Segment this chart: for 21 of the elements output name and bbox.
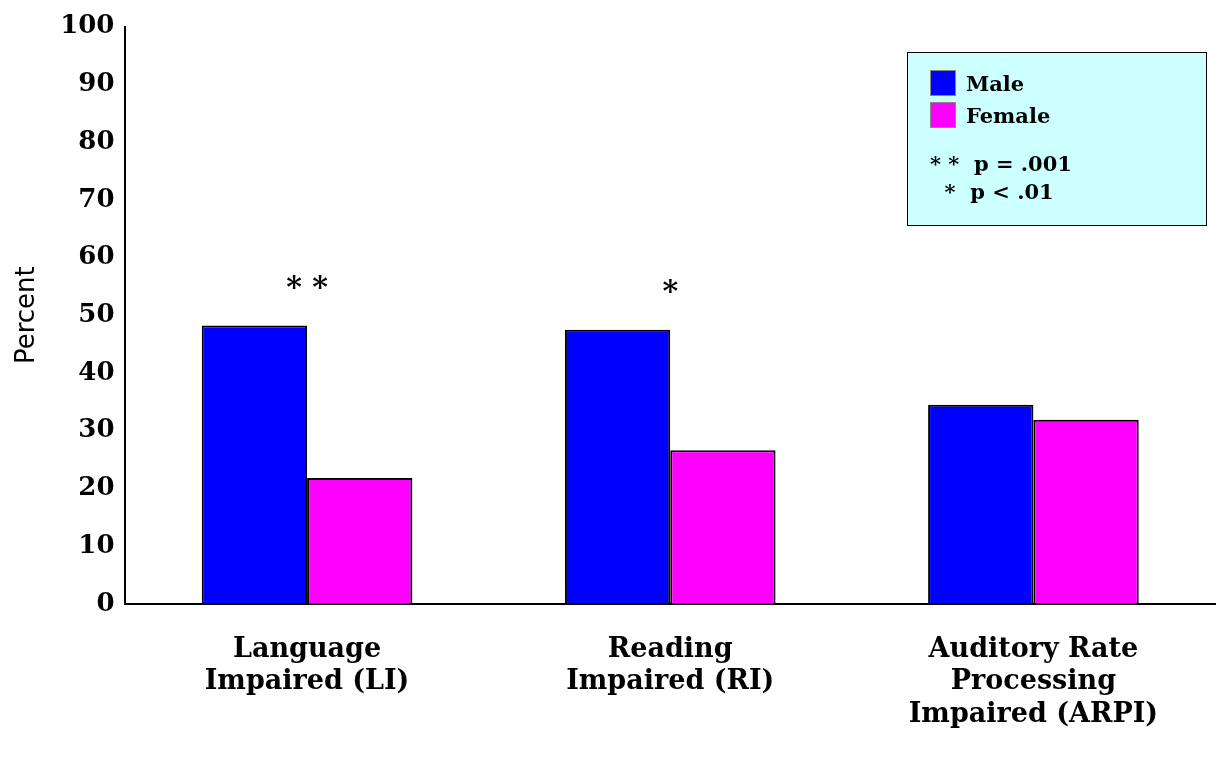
annotation: * xyxy=(662,273,679,309)
y-tick-label: 70 xyxy=(78,182,115,213)
y-tick-label: 0 xyxy=(96,586,115,617)
y-tick-label: 10 xyxy=(78,528,115,559)
y-tick-label: 60 xyxy=(78,240,115,271)
x-tick-label: Reading Impaired (RI) xyxy=(566,632,775,696)
annotation: * * p = .001 xyxy=(930,151,1073,178)
y-tick-label: 90 xyxy=(78,67,115,98)
y-tick-label: 30 xyxy=(78,413,115,444)
x-tick-label: Language Impaired (LI) xyxy=(204,632,410,696)
y-tick-label: 50 xyxy=(78,297,115,328)
annotation: * p < .01 xyxy=(943,179,1055,206)
y-axis-title: Percent xyxy=(10,266,41,365)
y-tick-label: 100 xyxy=(60,9,115,40)
legend-label: Male xyxy=(966,70,1025,96)
legend-label: Female xyxy=(966,102,1051,128)
y-tick-label: 20 xyxy=(78,471,115,502)
x-tick-label: Auditory Rate Processing Impaired (ARPI) xyxy=(908,632,1159,728)
y-tick-label: 80 xyxy=(78,124,115,155)
y-tick-label: 40 xyxy=(78,355,115,386)
annotation: * * xyxy=(286,269,329,305)
